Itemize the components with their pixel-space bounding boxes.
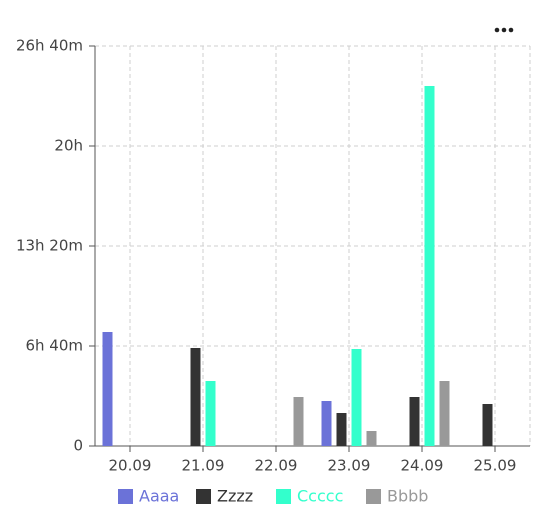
- x-tick-label: 20.09: [109, 457, 152, 475]
- menu-button[interactable]: [494, 27, 514, 33]
- legend-swatch: [366, 489, 381, 504]
- x-tick-label: 21.09: [182, 457, 225, 475]
- bar: [482, 404, 493, 446]
- legend-label: Aaaa: [139, 487, 179, 506]
- legend-label: Ccccc: [297, 487, 343, 506]
- bar: [424, 86, 435, 446]
- bar: [321, 401, 332, 446]
- y-tick-label: 26h 40m: [16, 37, 83, 55]
- x-tick-label: 22.09: [255, 457, 298, 475]
- bar: [351, 349, 362, 446]
- legend-label: Zzzz: [217, 487, 253, 506]
- bar: [336, 413, 347, 446]
- bar: [102, 332, 113, 446]
- bar: [190, 348, 201, 446]
- bar: [409, 397, 420, 446]
- x-tick-label: 23.09: [328, 457, 371, 475]
- y-tick-label: 13h 20m: [16, 237, 83, 255]
- bar: [293, 397, 304, 446]
- y-tick-label: 6h 40m: [25, 337, 83, 355]
- bar: [366, 431, 377, 446]
- legend-label: Bbbb: [387, 487, 428, 506]
- menu-dot: [501, 27, 507, 33]
- y-tick-label: 20h: [54, 137, 83, 155]
- bar: [439, 381, 450, 446]
- y-tick-label: 0: [73, 437, 83, 455]
- legend-swatch: [196, 489, 211, 504]
- menu-dot: [508, 27, 514, 33]
- x-tick-label: 24.09: [401, 457, 444, 475]
- x-tick-label: 25.09: [474, 457, 517, 475]
- menu-dot: [494, 27, 500, 33]
- legend-swatch: [118, 489, 133, 504]
- legend-swatch: [276, 489, 291, 504]
- bar: [205, 381, 216, 446]
